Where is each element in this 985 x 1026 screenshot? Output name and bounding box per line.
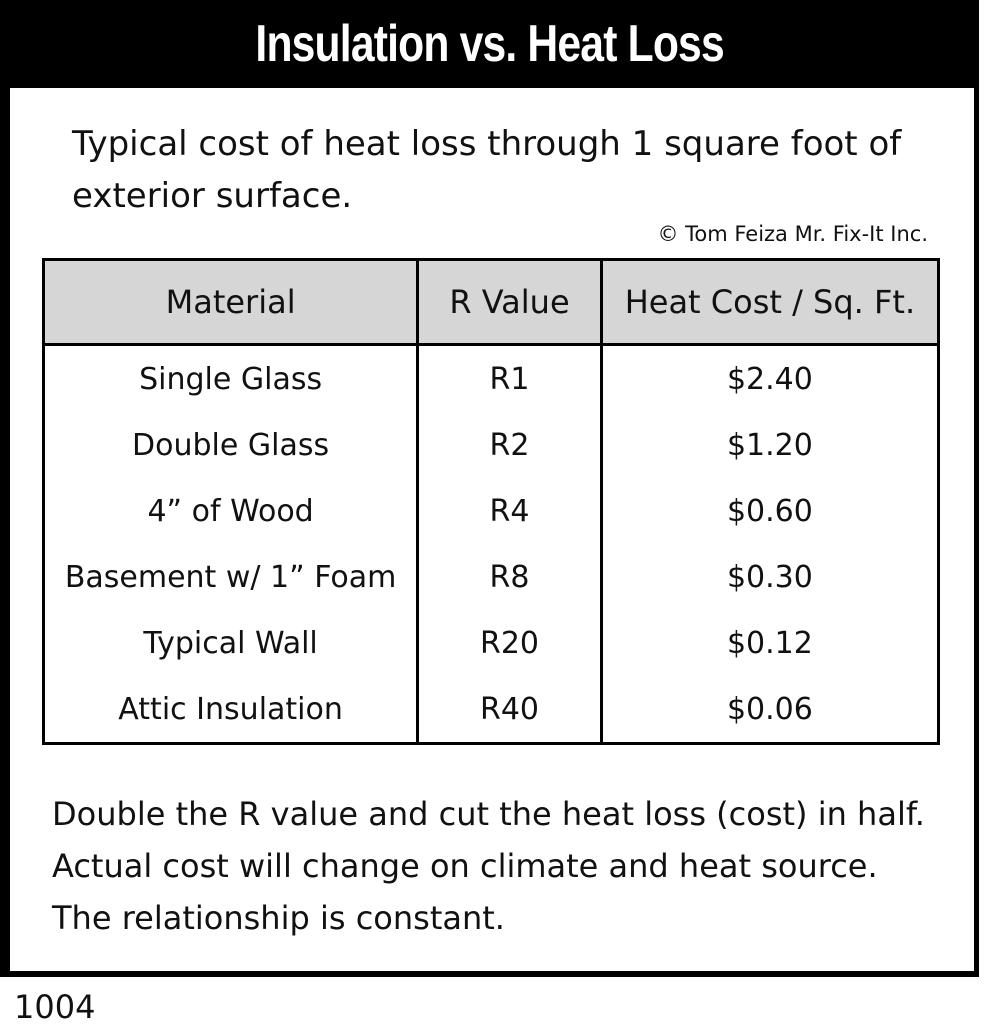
table-cell: Attic Insulation <box>41 676 420 744</box>
column-header: Heat Cost / Sq. Ft. <box>599 258 941 346</box>
table-cell: R8 <box>416 544 603 610</box>
table-cell: Typical Wall <box>41 610 420 676</box>
frame: Insulation vs. Heat Loss Typical cost of… <box>0 0 979 977</box>
table-cell: Single Glass <box>41 344 420 412</box>
table-cell: R40 <box>416 676 603 744</box>
table-row: Typical Wall R20 $0.12 <box>41 610 941 676</box>
title-bar: Insulation vs. Heat Loss <box>0 0 979 88</box>
table-cell: $1.20 <box>599 412 941 478</box>
header-row: Material R Value Heat Cost / Sq. Ft. <box>41 258 941 346</box>
table-cell: $0.30 <box>599 544 941 610</box>
copyright: © Tom Feiza Mr. Fix-It Inc. <box>657 222 928 246</box>
table-row: 4” of Wood R4 $0.60 <box>41 478 941 544</box>
table-cell: Basement w/ 1” Foam <box>41 544 420 610</box>
table-cell: R1 <box>416 344 603 412</box>
table-cell: R20 <box>416 610 603 676</box>
table-body: Single Glass R1 $2.40 Double Glass R2 $1.20 4”… <box>41 344 941 744</box>
table-cell: 4” of Wood <box>41 478 420 544</box>
code-number: 1004 <box>14 988 96 1026</box>
data-table: Material R Value Heat Cost / Sq. Ft. Singl… <box>41 258 941 745</box>
table-cell: $0.12 <box>599 610 941 676</box>
table-cell: $2.40 <box>599 344 941 412</box>
column-header: Material <box>41 258 420 346</box>
footer-text: Double the R value and cut the heat loss… <box>52 795 946 937</box>
table-row: Attic Insulation R40 $0.06 <box>41 676 941 744</box>
table-row: Single Glass R1 $2.40 <box>41 344 941 412</box>
table-row: Double Glass R2 $1.20 <box>41 412 941 478</box>
column-header: R Value <box>416 258 603 346</box>
table-cell: $0.60 <box>599 478 941 544</box>
table-cell: Double Glass <box>41 412 420 478</box>
title: Insulation vs. Heat Loss <box>255 15 724 73</box>
table-row: Basement w/ 1” Foam R8 $0.30 <box>41 544 941 610</box>
table-cell: $0.06 <box>599 676 941 744</box>
table-cell: R4 <box>416 478 603 544</box>
content: Typical cost of heat loss through 1 squa… <box>10 88 974 971</box>
intro-text: Typical cost of heat loss through 1 squa… <box>72 124 913 216</box>
table-cell: R2 <box>416 412 603 478</box>
